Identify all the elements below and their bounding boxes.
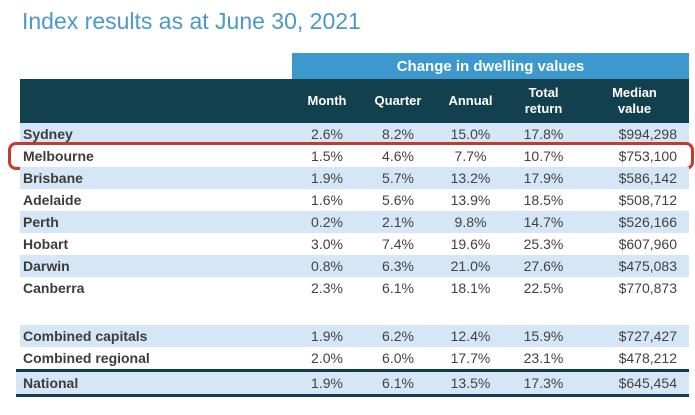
total-return-cell: 17.9% xyxy=(523,170,564,186)
total-return-cell: 10.7% xyxy=(523,148,564,164)
region-cell: National xyxy=(23,375,79,391)
col-header-total-return: Total return xyxy=(524,85,563,116)
table-row: Perth 0.2% 2.1% 9.8% 14.7% $526,166 xyxy=(20,211,689,233)
annual-cell: 19.6% xyxy=(450,236,491,252)
median-value-cell: $478,212 xyxy=(618,350,677,366)
col-header-month: Month xyxy=(307,93,347,109)
median-value-cell: $994,298 xyxy=(618,126,677,142)
median-value-cell: $607,960 xyxy=(618,236,677,252)
quarter-cell: 6.3% xyxy=(382,258,414,274)
month-cell: 2.0% xyxy=(311,350,343,366)
group-header: Change in dwelling values xyxy=(292,53,689,79)
col-header-median-value: Median value xyxy=(612,85,657,116)
region-cell: Darwin xyxy=(23,258,70,274)
annual-cell: 13.5% xyxy=(450,375,491,391)
region-cell: Brisbane xyxy=(23,170,83,186)
table-row: Combined regional 2.0% 6.0% 17.7% 23.1% … xyxy=(20,347,689,369)
total-return-cell: 23.1% xyxy=(523,350,564,366)
quarter-cell: 4.6% xyxy=(382,148,414,164)
median-value-cell: $475,083 xyxy=(618,258,677,274)
month-cell: 2.6% xyxy=(311,126,343,142)
median-value-cell: $526,166 xyxy=(618,214,677,230)
col-header-quarter: Quarter xyxy=(374,93,422,109)
annual-cell: 13.2% xyxy=(450,170,491,186)
quarter-cell: 8.2% xyxy=(382,126,414,142)
annual-cell: 12.4% xyxy=(450,328,491,344)
annual-cell: 15.0% xyxy=(450,126,491,142)
banner-row: Change in dwelling values xyxy=(20,53,689,79)
region-cell: Sydney xyxy=(23,126,73,142)
table-row: National 1.9% 6.1% 13.5% 17.3% $645,454 xyxy=(16,369,689,397)
month-cell: 0.8% xyxy=(311,258,343,274)
median-value-cell: $770,873 xyxy=(618,280,677,296)
month-cell: 1.5% xyxy=(311,148,343,164)
annual-cell: 21.0% xyxy=(450,258,491,274)
total-return-cell: 27.6% xyxy=(523,258,564,274)
region-cell: Canberra xyxy=(23,280,85,296)
table-body: Sydney 2.6% 8.2% 15.0% 17.8% $994,298 Me… xyxy=(8,123,694,299)
month-cell: 0.2% xyxy=(311,214,343,230)
month-cell: 2.3% xyxy=(311,280,343,296)
median-value-cell: $586,142 xyxy=(618,170,677,186)
median-value-cell: $753,100 xyxy=(618,148,677,164)
region-cell: Adelaide xyxy=(23,192,82,208)
table-summary: Combined capitals 1.9% 6.2% 12.4% 15.9% … xyxy=(16,325,689,397)
page-title: Index results as at June 30, 2021 xyxy=(22,8,361,34)
quarter-cell: 5.7% xyxy=(382,170,414,186)
month-cell: 1.9% xyxy=(311,170,343,186)
annual-cell: 17.7% xyxy=(450,350,491,366)
month-cell: 1.9% xyxy=(311,328,343,344)
table-row: Combined capitals 1.9% 6.2% 12.4% 15.9% … xyxy=(20,325,689,347)
total-return-cell: 15.9% xyxy=(523,328,564,344)
col-header-annual: Annual xyxy=(448,93,493,109)
total-return-cell: 17.8% xyxy=(523,126,564,142)
total-return-cell: 18.5% xyxy=(523,192,564,208)
dwelling-values-table: Change in dwelling values Month Quarter … xyxy=(8,53,694,397)
table-row: Adelaide 1.6% 5.6% 13.9% 18.5% $508,712 xyxy=(20,189,689,211)
quarter-cell: 5.6% xyxy=(382,192,414,208)
quarter-cell: 6.0% xyxy=(382,350,414,366)
banner-spacer xyxy=(20,53,292,79)
region-cell: Combined regional xyxy=(23,350,150,366)
quarter-cell: 6.1% xyxy=(382,375,414,391)
table-row: Canberra 2.3% 6.1% 18.1% 22.5% $770,873 xyxy=(20,277,689,299)
annual-cell: 9.8% xyxy=(454,214,487,230)
column-header-row: Month Quarter Annual Total return Median… xyxy=(20,79,689,123)
total-return-cell: 25.3% xyxy=(523,236,564,252)
quarter-cell: 6.2% xyxy=(382,328,414,344)
quarter-cell: 7.4% xyxy=(382,236,414,252)
total-return-cell: 22.5% xyxy=(523,280,564,296)
region-cell: Hobart xyxy=(23,236,69,252)
total-return-cell: 14.7% xyxy=(523,214,564,230)
col-header-region xyxy=(20,79,292,123)
annual-cell: 13.9% xyxy=(450,192,491,208)
annual-cell: 18.1% xyxy=(450,280,491,296)
month-cell: 1.6% xyxy=(311,192,343,208)
table-row: Melbourne 1.5% 4.6% 7.7% 10.7% $753,100 xyxy=(8,142,694,170)
month-cell: 3.0% xyxy=(311,236,343,252)
month-cell: 1.9% xyxy=(311,375,343,391)
median-value-cell: $508,712 xyxy=(618,192,677,208)
table-row: Darwin 0.8% 6.3% 21.0% 27.6% $475,083 xyxy=(20,255,689,277)
region-cell: Melbourne xyxy=(23,148,94,164)
quarter-cell: 2.1% xyxy=(382,214,414,230)
table-row: Hobart 3.0% 7.4% 19.6% 25.3% $607,960 xyxy=(20,233,689,255)
median-value-cell: $645,454 xyxy=(618,375,677,391)
annual-cell: 7.7% xyxy=(454,148,487,164)
median-value-cell: $727,427 xyxy=(618,328,677,344)
quarter-cell: 6.1% xyxy=(382,280,414,296)
region-cell: Combined capitals xyxy=(23,328,148,344)
region-cell: Perth xyxy=(23,214,59,230)
total-return-cell: 17.3% xyxy=(523,375,564,391)
table-row: Sydney 2.6% 8.2% 15.0% 17.8% $994,298 xyxy=(20,123,689,145)
table-row: Brisbane 1.9% 5.7% 13.2% 17.9% $586,142 xyxy=(20,167,689,189)
